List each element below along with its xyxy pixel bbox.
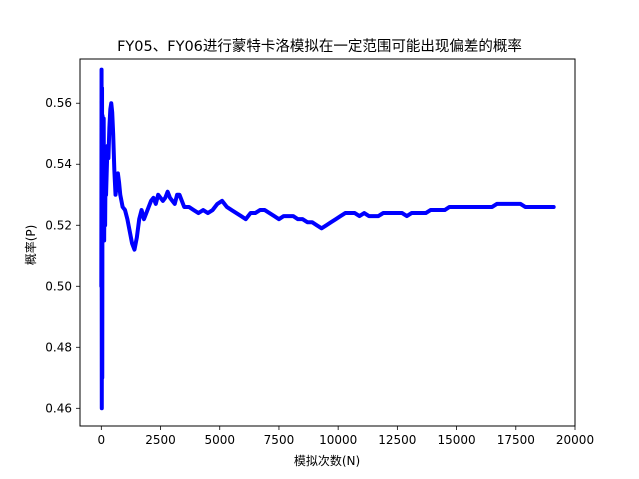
- x-tick-label: 2500: [145, 433, 176, 447]
- x-axis-label: 模拟次数(N): [294, 453, 360, 468]
- y-tick-label: 0.56: [45, 96, 72, 110]
- plot-area: [99, 67, 556, 411]
- y-tick-label: 0.50: [45, 279, 72, 293]
- chart-title: FY05、FY06进行蒙特卡洛模拟在一定范围可能出现偏差的概率: [117, 38, 522, 55]
- y-tick-label: 0.46: [45, 401, 72, 415]
- y-tick-label: 0.48: [45, 340, 72, 354]
- x-tick-label: 5000: [204, 433, 235, 447]
- axis-ticks: 0 2500 5000 7500 10000 12500 15000 17500 20000 0.…: [45, 96, 594, 447]
- y-tick-label: 0.52: [45, 218, 72, 232]
- y-tick-label: 0.54: [45, 157, 72, 171]
- y-axis-label: 概率(P): [23, 225, 38, 266]
- x-tick-label: 12500: [378, 433, 416, 447]
- x-tick-label: 20000: [556, 433, 594, 447]
- plot-frame: [79, 58, 576, 427]
- x-tick-label: 7500: [264, 433, 295, 447]
- x-tick-label: 15000: [437, 433, 475, 447]
- x-tick-label: 10000: [319, 433, 357, 447]
- series-line-0: [99, 67, 556, 411]
- x-tick-label: 17500: [497, 433, 535, 447]
- x-tick-label: 0: [97, 433, 105, 447]
